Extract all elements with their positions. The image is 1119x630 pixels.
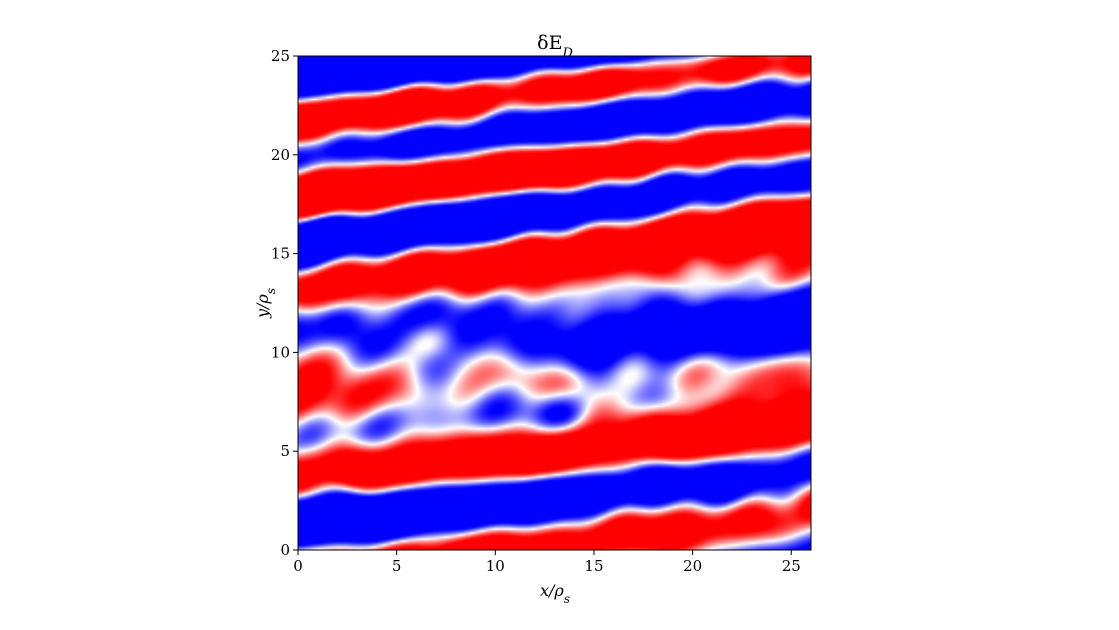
y-axis: 0 5 10 15 20 25 [271, 47, 298, 559]
plot-area [297, 55, 812, 551]
x-tick-label: 5 [392, 557, 402, 575]
y-tick-label: 0 [280, 541, 290, 559]
x-tick-label: 15 [584, 557, 603, 575]
y-axis-label: y/ρs [253, 288, 278, 319]
x-tick-label: 10 [486, 557, 505, 575]
y-tick-label: 15 [271, 245, 290, 263]
y-tick-label: 20 [271, 146, 290, 164]
heatmap-image [298, 56, 811, 550]
x-tick-label: 0 [293, 557, 303, 575]
x-axis-label: x/ρs [540, 581, 570, 606]
plot-frame [297, 55, 812, 551]
y-tick-label: 5 [280, 442, 290, 460]
x-tick-label: 20 [683, 557, 702, 575]
y-tick-label: 10 [271, 343, 290, 361]
x-tick-label: 25 [782, 557, 801, 575]
y-tick-label: 25 [271, 47, 290, 65]
x-axis: 0 5 10 15 20 25 [293, 550, 801, 575]
